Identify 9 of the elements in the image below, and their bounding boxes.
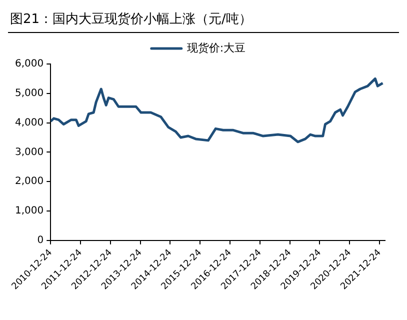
y-tick-label: 1,000: [14, 206, 44, 217]
legend-label: 现货价:大豆: [186, 41, 246, 54]
y-tick-label: 2,000: [14, 176, 44, 188]
y-tick-label: 4,000: [14, 117, 44, 128]
y-tick-label: 6,000: [14, 58, 44, 70]
y-tick-label: 0: [37, 234, 44, 246]
y-tick-label: 3,000: [14, 146, 44, 158]
y-tick-label: 5,000: [14, 88, 44, 99]
chart-title: 图21：国内大豆现货价小幅上涨（元/吨）: [8, 8, 399, 33]
